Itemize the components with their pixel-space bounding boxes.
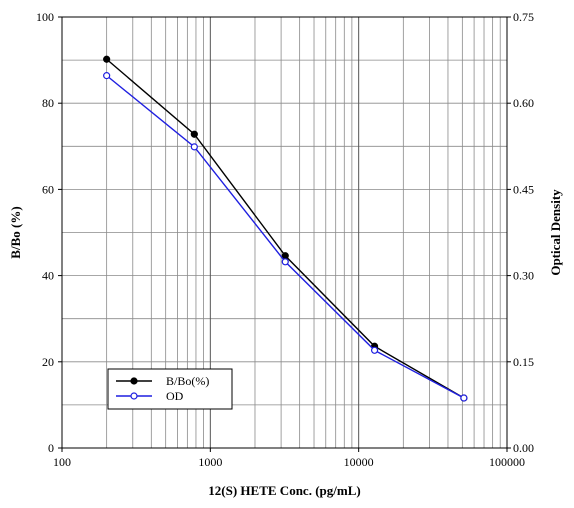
series-layer bbox=[103, 55, 468, 402]
series-line-od bbox=[106, 75, 465, 399]
data-point-bbo bbox=[103, 55, 111, 63]
x-tick-label: 100 bbox=[53, 455, 71, 469]
data-point-od bbox=[281, 258, 289, 266]
y-tick-label: 80 bbox=[42, 96, 54, 110]
legend-label-od: OD bbox=[166, 389, 184, 403]
legend-box bbox=[107, 368, 233, 410]
data-point-od bbox=[460, 394, 468, 402]
y2-tick-label: 0.60 bbox=[513, 96, 534, 110]
y2-tick-label: 0.15 bbox=[513, 355, 534, 369]
legend-marker-bbo bbox=[130, 377, 138, 385]
data-point-bbo bbox=[281, 252, 289, 260]
legend: B/Bo(%)OD bbox=[107, 368, 233, 410]
y2-tick-label: 0.30 bbox=[513, 269, 534, 283]
legend-marker-od bbox=[130, 392, 138, 400]
y-tick-label: 20 bbox=[42, 355, 54, 369]
plot-area-frame bbox=[61, 16, 508, 449]
y-tick-label: 60 bbox=[42, 182, 54, 196]
data-point-od bbox=[103, 72, 111, 80]
y2-tick-label: 0.00 bbox=[513, 441, 534, 455]
x-tick-label: 10000 bbox=[344, 455, 374, 469]
y-axis-title: B/Bo (%) bbox=[8, 206, 23, 258]
axis-ticks: 100 1000 10000 100000 0 20 40 60 80 100 0.00 0.15 0.… bbox=[36, 10, 534, 469]
x-tick-label: 100000 bbox=[489, 455, 525, 469]
y2-tick-label: 0.75 bbox=[513, 10, 534, 24]
data-point-od bbox=[370, 346, 379, 354]
y2-tick-label: 0.45 bbox=[513, 182, 534, 196]
y-tick-label: 0 bbox=[48, 441, 54, 455]
data-point-bbo bbox=[190, 130, 198, 138]
series-line-bbo bbox=[106, 58, 465, 399]
data-point-od bbox=[190, 143, 198, 151]
x-axis-title: 12(S) HETE Conc. (pg/mL) bbox=[208, 483, 360, 498]
minor-gridlines bbox=[62, 17, 507, 448]
y-tick-label: 40 bbox=[42, 269, 54, 283]
x-tick-label: 1000 bbox=[198, 455, 222, 469]
y2-axis-title: Optical Density bbox=[548, 189, 563, 276]
y-tick-label: 100 bbox=[36, 10, 54, 24]
legend-label-bbo: B/Bo(%) bbox=[166, 374, 209, 388]
